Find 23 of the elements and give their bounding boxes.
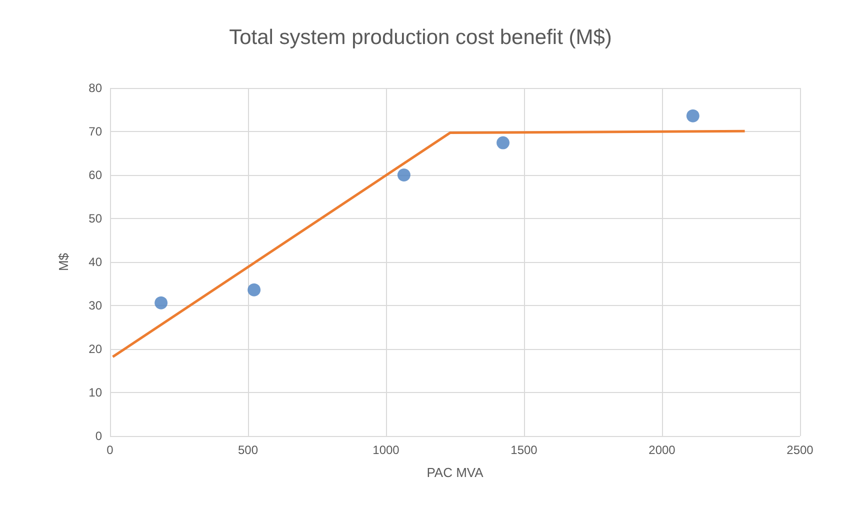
- chart-title: Total system production cost benefit (M$): [229, 26, 612, 49]
- x-axis-title: PAC MVA: [426, 465, 484, 480]
- point: [154, 296, 168, 310]
- x-tick-label: 2500: [786, 443, 814, 457]
- x-tick-label: 1500: [510, 443, 538, 457]
- y-tick-label: 10: [88, 386, 102, 400]
- y-tick-label: 60: [88, 168, 102, 182]
- x-tick-label: 0: [106, 443, 114, 457]
- point: [248, 283, 261, 296]
- x-tick-label: 2000: [648, 443, 676, 457]
- x-tick-label: 500: [238, 443, 258, 457]
- y-axis-title: M$: [56, 252, 71, 272]
- point: [496, 136, 510, 150]
- x-tick-label: 1000: [372, 443, 400, 457]
- y-tick-label: 80: [88, 81, 102, 95]
- y-tick-label: 50: [88, 212, 102, 226]
- y-tick-label: 0: [95, 429, 102, 443]
- y-tick-label: 20: [88, 342, 102, 356]
- y-tick-label: 30: [88, 298, 102, 312]
- y-tick-label: 40: [88, 255, 102, 269]
- point: [686, 109, 700, 122]
- point: [397, 168, 410, 182]
- y-tick-label: 70: [88, 124, 102, 138]
